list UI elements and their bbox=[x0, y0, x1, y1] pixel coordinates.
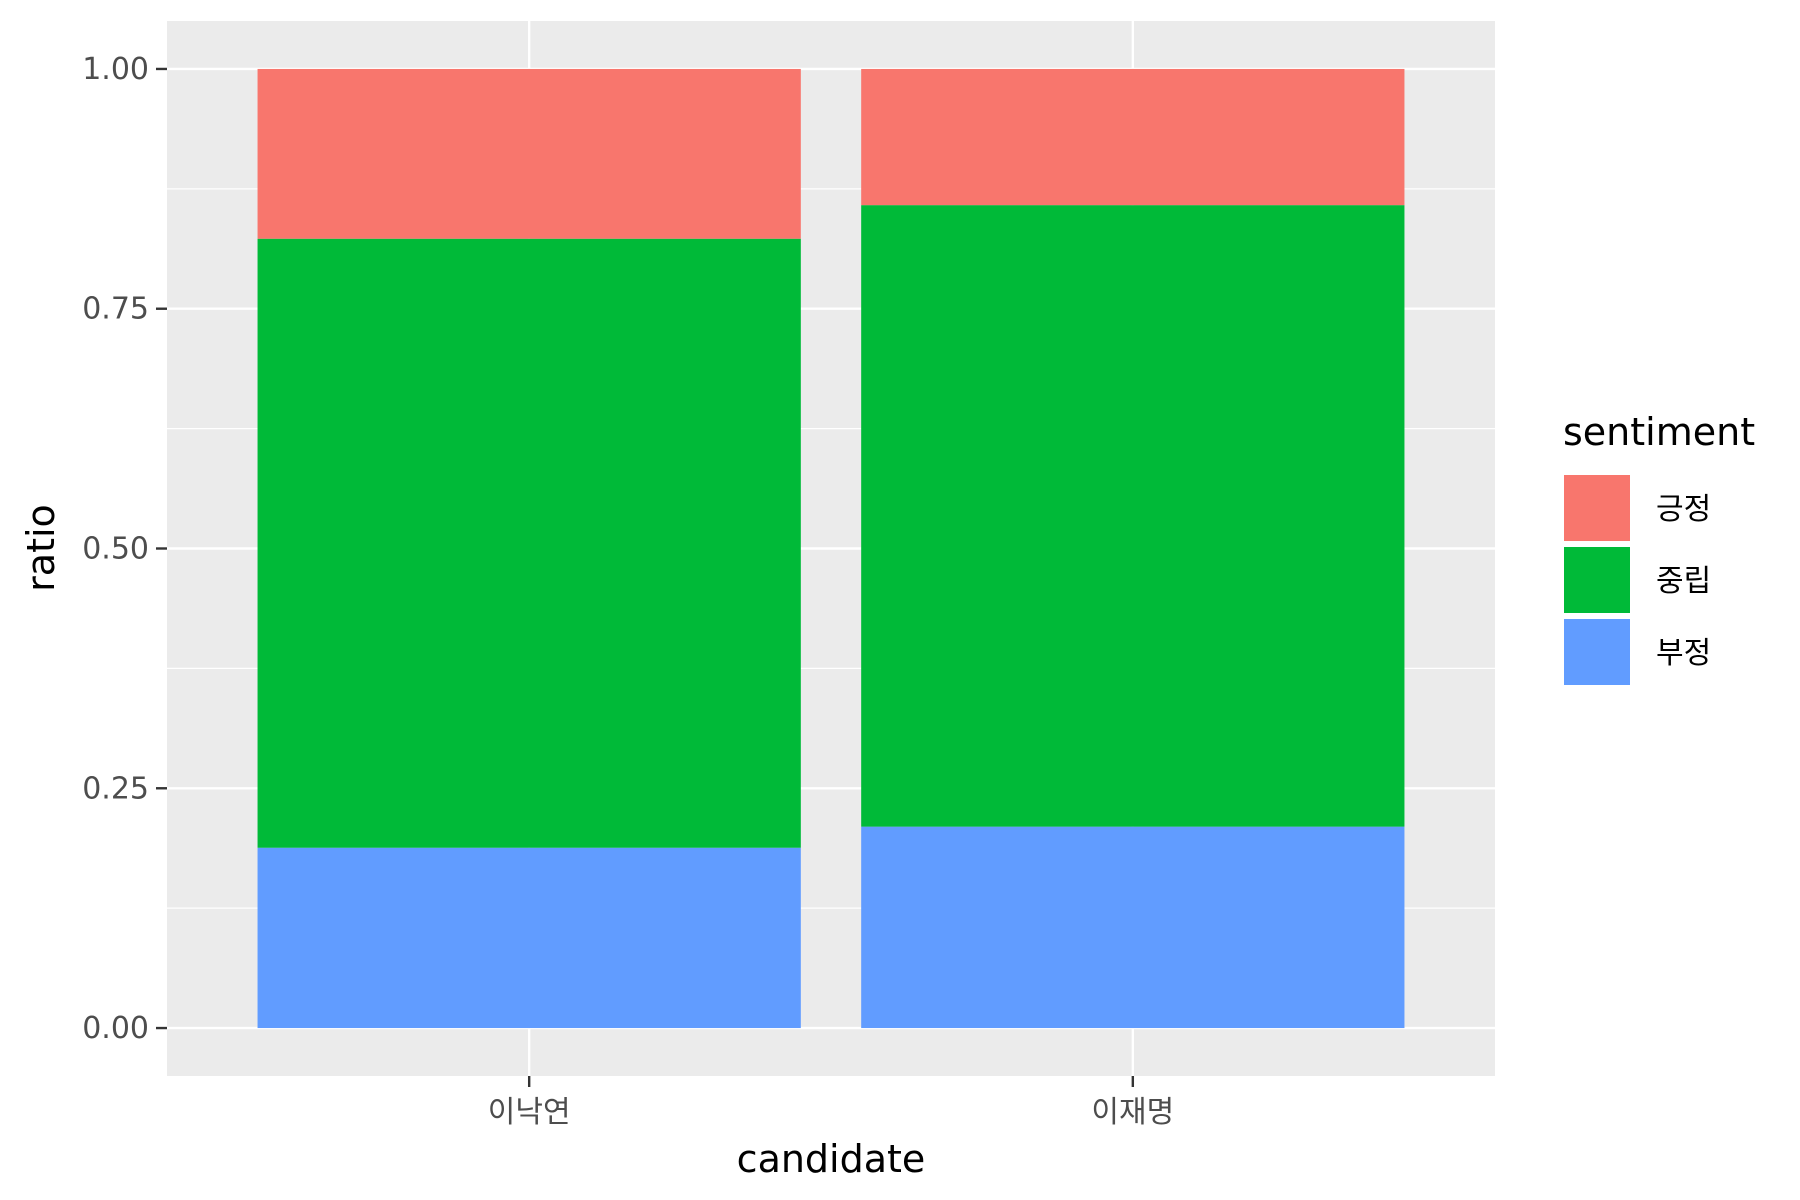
legend-key bbox=[1562, 617, 1632, 687]
legend-key bbox=[1562, 473, 1632, 543]
legend-label: 긍정 bbox=[1656, 492, 1711, 527]
bar-segment bbox=[257, 847, 801, 1029]
bar-segment bbox=[257, 68, 801, 239]
y-axis: 0.00 0.25 0.50 0.75 1.00 bbox=[82, 52, 167, 1046]
y-tick-label: 0.75 bbox=[82, 292, 149, 327]
x-axis: 이낙연 이재명 bbox=[488, 1076, 1174, 1130]
legend-title: sentiment bbox=[1563, 410, 1755, 454]
y-tick-label: 1.00 bbox=[82, 52, 149, 87]
bar-segment bbox=[861, 826, 1405, 1029]
y-tick-label: 0.50 bbox=[82, 532, 149, 567]
x-tick-label: 이낙연 bbox=[488, 1095, 571, 1130]
bar-segment bbox=[257, 238, 801, 848]
y-tick-label: 0.00 bbox=[82, 1011, 149, 1046]
bar-segment bbox=[861, 68, 1405, 206]
y-axis-title: ratio bbox=[19, 504, 63, 592]
legend-label: 부정 bbox=[1656, 636, 1711, 671]
bar-segment bbox=[861, 205, 1405, 827]
x-axis-title: candidate bbox=[737, 1137, 926, 1181]
legend-label: 중립 bbox=[1656, 564, 1711, 599]
bars bbox=[257, 68, 1405, 1029]
x-tick-label: 이재명 bbox=[1091, 1095, 1174, 1130]
y-tick-label: 0.25 bbox=[82, 771, 149, 806]
legend-key bbox=[1562, 545, 1632, 615]
